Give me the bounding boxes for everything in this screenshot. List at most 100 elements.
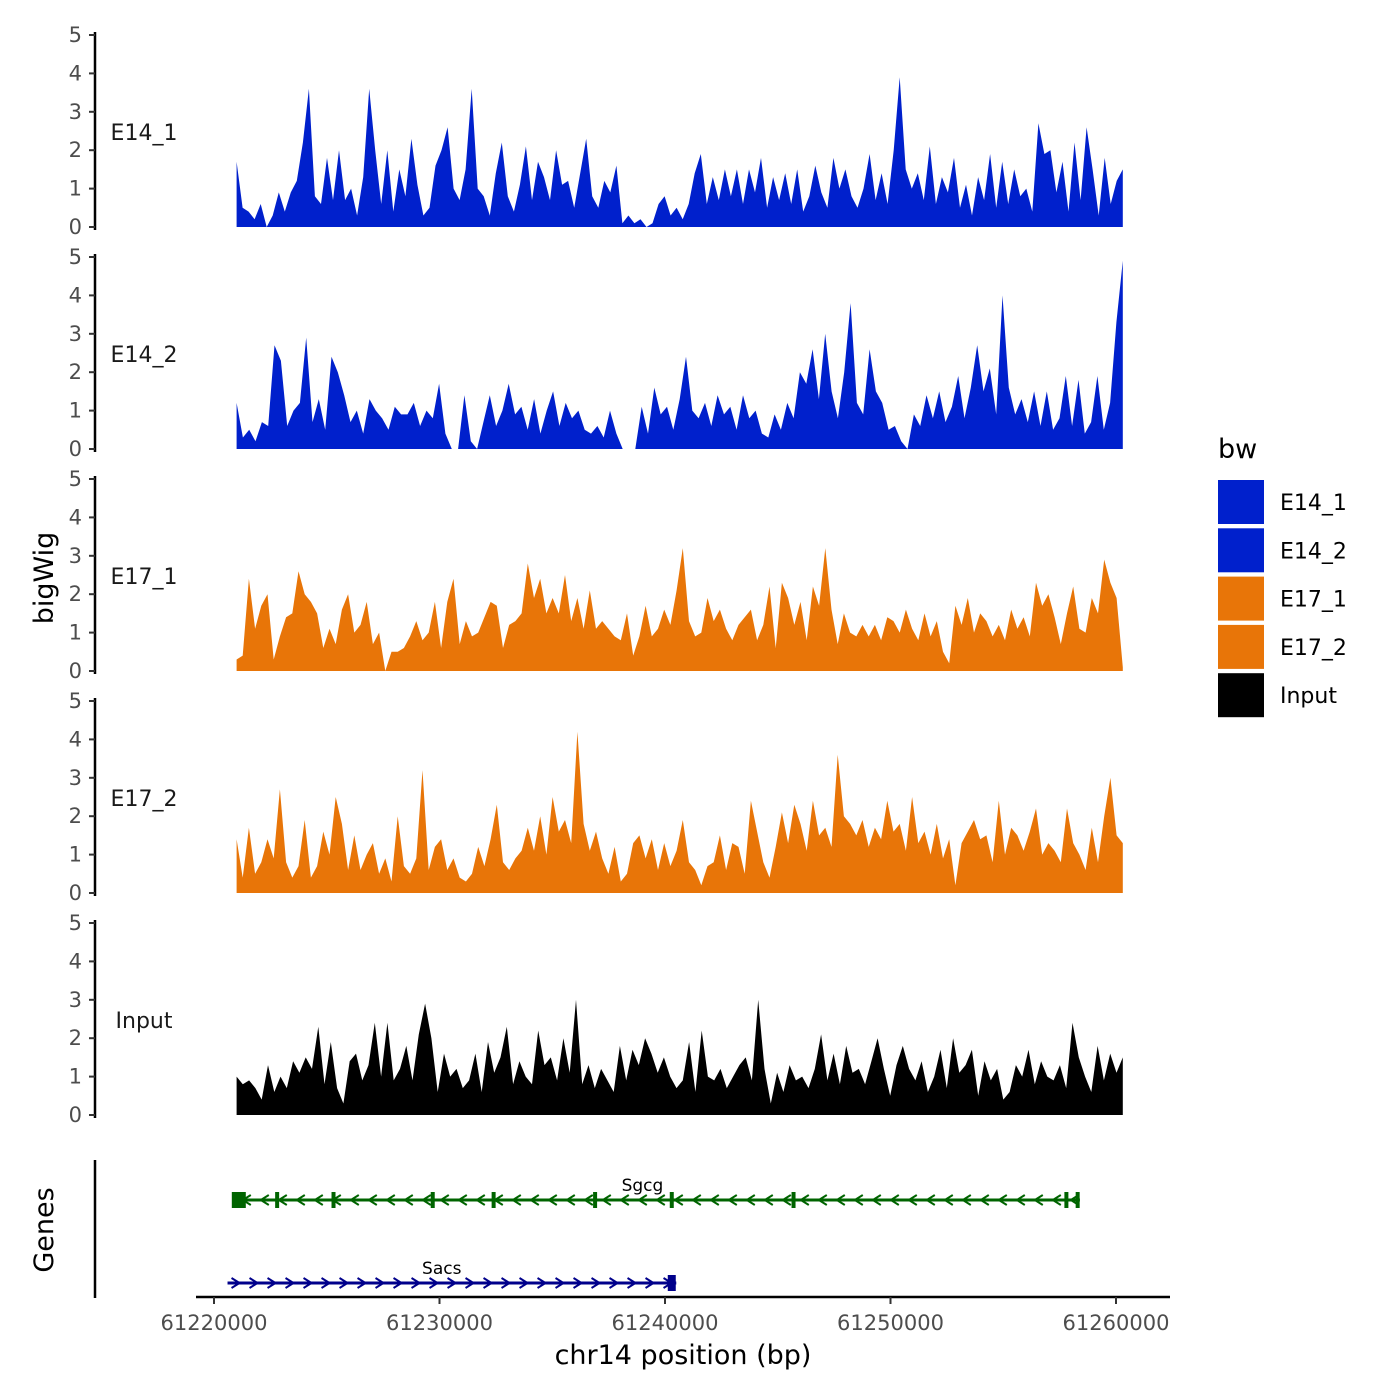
y-tick-label: 5: [69, 467, 82, 491]
strand-arrow: [726, 1194, 738, 1206]
strand-arrow: [582, 1194, 594, 1206]
y-tick-label: 3: [69, 544, 82, 568]
strand-arrow: [366, 1194, 378, 1206]
legend-swatch: [1218, 528, 1264, 573]
exon: [331, 1192, 336, 1208]
strand-arrow: [546, 1194, 558, 1206]
strand-arrow: [384, 1194, 396, 1206]
legend-label: E14_1: [1280, 491, 1347, 516]
strand-arrow: [834, 1194, 846, 1206]
strand-arrow: [429, 1277, 440, 1289]
exon: [231, 1192, 246, 1208]
y-tick-label: 1: [69, 1065, 82, 1089]
exon: [669, 1192, 674, 1208]
strand-arrow: [744, 1194, 756, 1206]
strand-arrow: [258, 1194, 270, 1206]
y-tick-label: 5: [69, 23, 82, 47]
gene-track: Sgcg Sacs: [93, 1160, 1080, 1298]
track-label: E14_2: [111, 343, 178, 368]
strand-arrow: [627, 1277, 638, 1289]
strand-arrow: [321, 1277, 332, 1289]
y-tick-label: 1: [69, 177, 82, 201]
x-tick-label: 61250000: [837, 1311, 944, 1335]
strand-arrow: [870, 1194, 882, 1206]
legend-swatch: [1218, 624, 1264, 669]
gene-name: Sacs: [422, 1259, 462, 1279]
strand-arrow: [1032, 1194, 1044, 1206]
y-tick-label: 4: [69, 727, 82, 751]
y-tick-label: 1: [69, 399, 82, 423]
y-axis-title-genes: Genes: [29, 1187, 60, 1272]
strand-arrow: [645, 1277, 656, 1289]
signal-area-e17_1: [236, 548, 1123, 671]
x-tick-label: 61260000: [1063, 1311, 1170, 1335]
track-label: E14_1: [111, 121, 178, 146]
strand-arrow: [708, 1194, 720, 1206]
x-tick-label: 61230000: [386, 1311, 493, 1335]
gene-sgcg: Sgcg: [231, 1176, 1080, 1208]
strand-arrow: [465, 1277, 476, 1289]
strand-arrow: [438, 1194, 450, 1206]
gene-name: Sgcg: [622, 1176, 664, 1196]
y-tick-label: 4: [69, 61, 82, 85]
strand-arrow: [636, 1194, 648, 1206]
signal-area-e17_2: [236, 731, 1123, 893]
strand-arrow: [357, 1277, 368, 1289]
strand-arrow: [618, 1194, 630, 1206]
legend: bw E14_1 E14_2 E17_1 E17_2 Input: [1218, 434, 1347, 718]
strand-arrow: [510, 1194, 522, 1206]
strand-arrow: [375, 1277, 386, 1289]
strand-arrow: [906, 1194, 918, 1206]
gene-sacs: Sacs: [227, 1259, 677, 1291]
strand-arrow: [528, 1194, 540, 1206]
y-tick-label: 5: [69, 689, 82, 713]
strand-arrow: [249, 1277, 260, 1289]
y-tick-label: 1: [69, 621, 82, 645]
strand-arrow: [456, 1194, 468, 1206]
legend-label: E17_2: [1280, 636, 1347, 661]
strand-arrow: [690, 1194, 702, 1206]
strand-arrow: [231, 1277, 242, 1289]
strand-arrow: [411, 1277, 422, 1289]
legend-label: E17_1: [1280, 588, 1347, 613]
signal-area-e14_1: [236, 77, 1123, 227]
strand-arrow: [816, 1194, 828, 1206]
y-tick-label: 0: [69, 881, 82, 905]
y-tick-label: 0: [69, 437, 82, 461]
legend-label: Input: [1280, 684, 1337, 709]
legend-swatch: [1218, 480, 1264, 524]
exon: [667, 1275, 676, 1291]
strand-arrow: [600, 1194, 612, 1206]
track-e17_1: 0 1 2 3 4 5 E17_1: [69, 467, 1123, 683]
strand-arrow: [762, 1194, 774, 1206]
exon: [275, 1192, 280, 1208]
strand-arrow: [420, 1194, 432, 1206]
x-tick-label: 61220000: [161, 1311, 268, 1335]
track-label: E17_1: [111, 565, 178, 590]
strand-arrow: [1050, 1194, 1062, 1206]
signal-tracks: 0 1 2 3 4 5 E14_1 0 1 2 3 4 5 E14_2 0 1 2 3 4 5 E17_1 0 1 2 3 4 5 E…: [69, 23, 1123, 1127]
exon: [491, 1192, 496, 1208]
strand-arrow: [609, 1277, 620, 1289]
exon: [791, 1192, 796, 1208]
strand-arrow: [564, 1194, 576, 1206]
strand-arrow: [474, 1194, 486, 1206]
strand-arrow: [555, 1277, 566, 1289]
strand-arrow: [519, 1277, 530, 1289]
strand-arrow: [402, 1194, 414, 1206]
strand-arrow: [348, 1194, 360, 1206]
strand-arrow: [501, 1277, 512, 1289]
strand-arrow: [447, 1277, 458, 1289]
strand-arrow: [303, 1277, 314, 1289]
y-tick-label: 5: [69, 911, 82, 935]
legend-swatch: [1218, 673, 1264, 718]
strand-arrow: [978, 1194, 990, 1206]
strand-arrow: [654, 1194, 666, 1206]
y-tick-label: 2: [69, 138, 82, 162]
strand-arrow: [852, 1194, 864, 1206]
x-axis: 61220000 61230000 61240000 61250000 61260000: [161, 1295, 1170, 1335]
strand-arrow: [294, 1194, 306, 1206]
strand-arrow: [996, 1194, 1008, 1206]
track-input: 0 1 2 3 4 5 Input: [69, 911, 1123, 1127]
